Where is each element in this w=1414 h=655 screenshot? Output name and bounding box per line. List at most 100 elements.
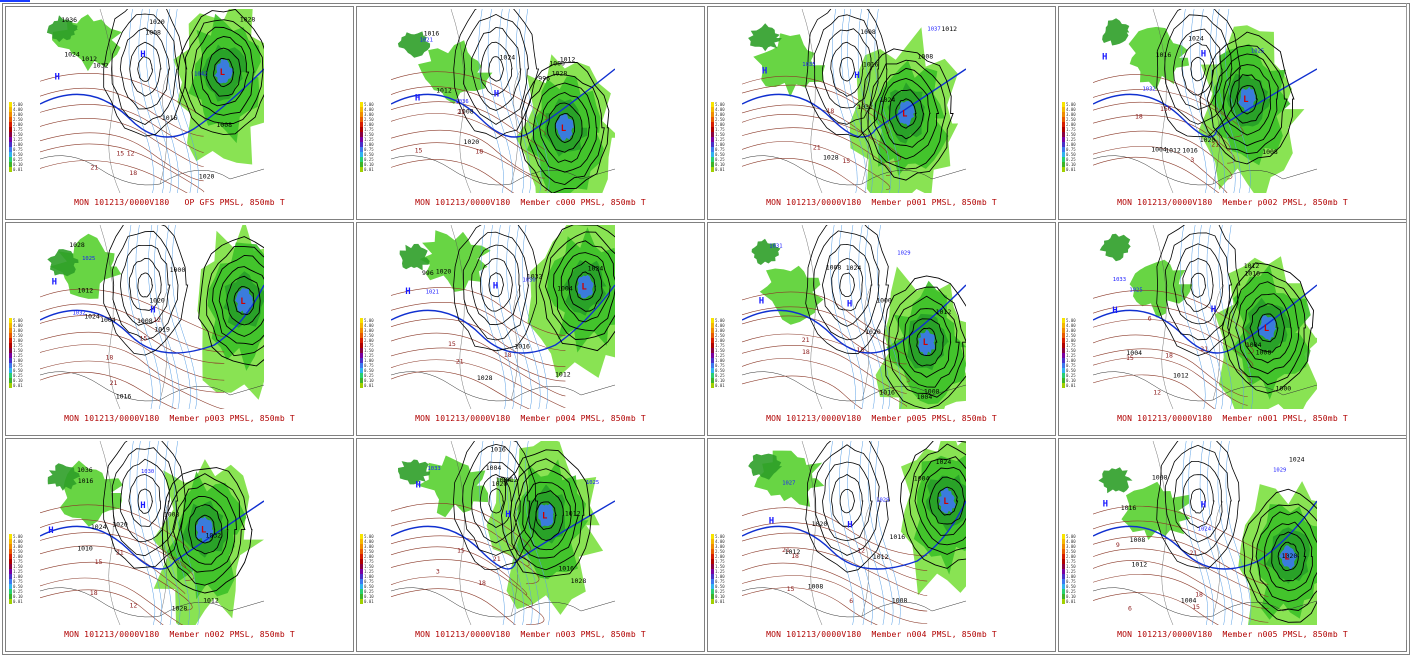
isobar-high <box>103 9 188 137</box>
legend-swatch <box>1062 162 1065 167</box>
panel-p003[interactable]: 5.00 4.00 3.00 2.50 2.00 1.75 1.50 1.25 1.00 0.75… <box>6 223 353 435</box>
contour-value-label: 1000 <box>1276 384 1292 392</box>
legend-label: 3.00 <box>715 328 725 333</box>
isobar-low <box>546 102 583 153</box>
temperature-contour-warm <box>391 302 566 351</box>
legend-label: 0.50 <box>364 368 374 373</box>
high-pressure-marker: H <box>140 501 145 511</box>
panel-p001[interactable]: 5.00 4.00 3.00 2.50 2.00 1.75 1.50 1.25 1.00 0.75… <box>708 7 1055 219</box>
contour-value-label: 1012 <box>502 476 518 484</box>
legend-swatch <box>360 338 363 343</box>
high-pressure-marker: H <box>405 287 410 297</box>
temperature-contour-cold <box>148 225 174 409</box>
temperature-contour-cold <box>478 9 504 193</box>
legend-label: 0.01 <box>1066 599 1076 604</box>
panel-cell: 5.00 4.00 3.00 2.50 2.00 1.75 1.50 1.25 1.00 0.75… <box>1058 6 1407 220</box>
high-pressure-marker: H <box>1211 305 1216 315</box>
isobar-high <box>119 27 170 110</box>
legend-label: 3.00 <box>364 544 374 549</box>
legend-label: 0.25 <box>715 157 725 162</box>
legend-swatch <box>360 353 363 358</box>
precip-color-legend: 5.00 4.00 3.00 2.50 2.00 1.75 1.50 1.25 1.00 0.75… <box>1062 318 1076 388</box>
isobar-low <box>568 260 603 312</box>
contour-value-label: 1004 <box>100 316 116 324</box>
coastline <box>742 155 966 186</box>
panel-c000[interactable]: 5.00 4.00 3.00 2.50 2.00 1.75 1.50 1.25 1.00 0.75… <box>357 7 704 219</box>
low-pressure-marker: L <box>201 526 207 536</box>
contour-value-label: 1020 <box>1282 552 1298 560</box>
panel-p005[interactable]: 5.00 4.00 3.00 2.50 2.00 1.75 1.50 1.25 1.00 0.75… <box>708 223 1055 435</box>
contour-value-label: 21 <box>90 164 98 172</box>
high-pressure-marker: H <box>1102 52 1107 62</box>
temperature-contour-warm <box>742 562 928 612</box>
contour-value-label: 1020 <box>865 328 881 336</box>
contour-value-label: 1024 <box>846 264 862 272</box>
legend-swatch <box>711 579 714 584</box>
legend-swatch <box>711 589 714 594</box>
coastline <box>1093 155 1317 186</box>
legend-swatch <box>9 142 12 147</box>
legend-label: 2.00 <box>1066 338 1076 343</box>
temperature-contour-warm <box>391 370 530 409</box>
precip-color-legend: 5.00 4.00 3.00 2.50 2.00 1.75 1.50 1.25 1.00 0.75… <box>9 534 23 604</box>
contour-value-label: 1008 <box>808 582 824 590</box>
precip-color-legend: 5.00 4.00 3.00 2.50 2.00 1.75 1.50 1.25 1.00 0.75… <box>360 102 374 172</box>
legend-label: 2.00 <box>364 122 374 127</box>
panel-p004[interactable]: 5.00 4.00 3.00 2.50 2.00 1.75 1.50 1.25 1.00 0.75… <box>357 223 704 435</box>
isobar-high <box>839 272 855 297</box>
precip-shading-west-core <box>751 238 781 265</box>
legend-label: 0.50 <box>1066 152 1076 157</box>
state-border <box>861 68 873 185</box>
temperature-contour-cold <box>858 225 884 409</box>
legend-swatch <box>1062 338 1065 343</box>
legend-swatch <box>9 338 12 343</box>
legend-swatch <box>9 102 12 107</box>
temperature-contour-cold <box>1179 225 1206 409</box>
legend-label: 2.00 <box>13 338 23 343</box>
legend-swatch <box>360 564 363 569</box>
isobar-low <box>888 89 925 140</box>
contour-value-label: 1004 <box>1181 597 1197 605</box>
contour-value-label: 1004 <box>1126 349 1142 357</box>
legend-label: 4.00 <box>715 107 725 112</box>
legend-swatch <box>711 368 714 373</box>
legend-swatch <box>711 574 714 579</box>
panel-n002[interactable]: 5.00 4.00 3.00 2.50 2.00 1.75 1.50 1.25 1.00 0.75… <box>6 439 353 651</box>
isobar-low <box>1242 293 1292 364</box>
contour-value-label: 1008 <box>164 511 180 519</box>
legend-swatch <box>711 162 714 167</box>
panel-n003[interactable]: 5.00 4.00 3.00 2.50 2.00 1.75 1.50 1.25 1.00 0.75… <box>357 439 704 651</box>
contour-value-label: 6 <box>1168 104 1172 112</box>
temperature-contour-cold <box>1188 441 1214 625</box>
legend-label: 0.50 <box>364 584 374 589</box>
high-pressure-marker: H <box>55 72 60 82</box>
panel-cell: 5.00 4.00 3.00 2.50 2.00 1.75 1.50 1.25 1.00 0.75… <box>356 6 705 220</box>
legend-label: 1.25 <box>364 137 374 142</box>
panel-op-gfs[interactable]: 5.00 4.00 3.00 2.50 2.00 1.75 1.50 1.25 1.00 0.75… <box>6 7 353 219</box>
contour-value-label: 21 <box>493 555 501 563</box>
contour-value-label: 1008 <box>1152 473 1168 481</box>
legend-label: 3.00 <box>364 328 374 333</box>
contour-value-label: 1012 <box>1244 262 1260 270</box>
legend-swatch <box>1062 383 1065 388</box>
contour-value-label: 1020 <box>812 520 828 528</box>
panel-n005[interactable]: 5.00 4.00 3.00 2.50 2.00 1.75 1.50 1.25 1.00 0.75… <box>1059 439 1406 651</box>
temperature-contour-warm <box>742 587 878 625</box>
legend-label: 0.25 <box>1066 157 1076 162</box>
legend-swatch <box>9 117 12 122</box>
temperature-contour-cold <box>1199 441 1226 625</box>
legend-label: 1.25 <box>13 569 23 574</box>
temperature-contour-warm <box>40 577 184 625</box>
legend-label: 1.00 <box>715 142 725 147</box>
panel-n001[interactable]: 5.00 4.00 3.00 2.50 2.00 1.75 1.50 1.25 1.00 0.75… <box>1059 223 1406 435</box>
state-border <box>99 441 121 625</box>
panel-p002[interactable]: 5.00 4.00 3.00 2.50 2.00 1.75 1.50 1.25 1.00 0.75… <box>1059 7 1406 219</box>
panel-n004[interactable]: 5.00 4.00 3.00 2.50 2.00 1.75 1.50 1.25 1.00 0.75… <box>708 439 1055 651</box>
legend-label: 2.50 <box>1066 117 1076 122</box>
temperature-contour-warm <box>40 118 204 167</box>
legend-label: 4.00 <box>1066 107 1076 112</box>
isobar-low <box>532 82 598 173</box>
legend-swatch <box>711 137 714 142</box>
contour-value-label: 1008 <box>918 52 934 60</box>
